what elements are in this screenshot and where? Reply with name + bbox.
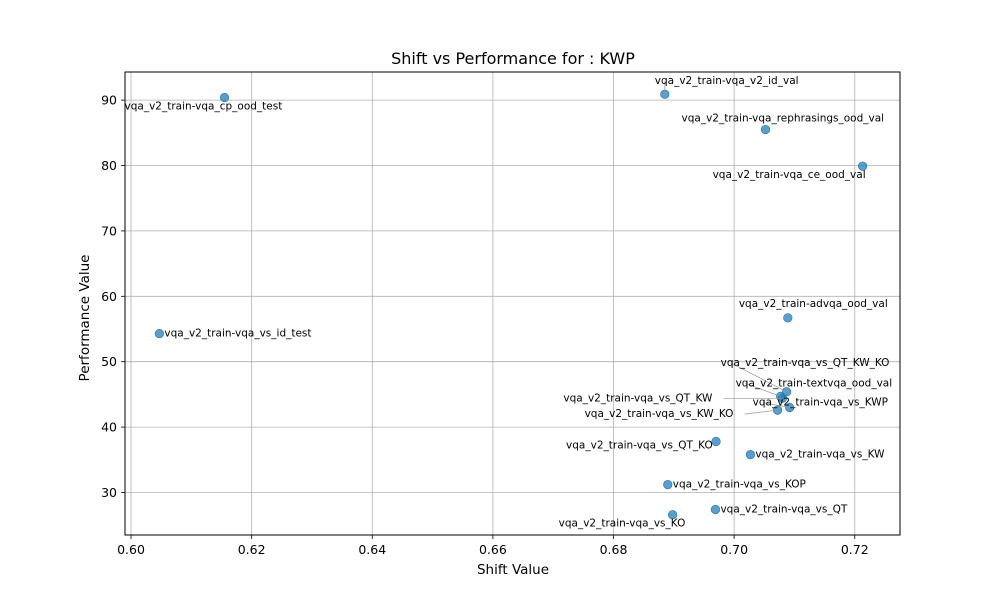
leader-line (730, 362, 787, 393)
y-tick-label: 30 (101, 485, 117, 500)
point-label: vqa_v2_train-vqa_vs_KW_KO (585, 408, 734, 420)
x-tick-label: 0.72 (841, 542, 869, 557)
data-point (711, 436, 721, 447)
x-tick-label: 0.62 (238, 542, 266, 557)
x-axis-label: Shift Value (477, 562, 549, 578)
point-label: vqa_v2_train-vqa_vs_QT_KW_KO (721, 357, 890, 369)
data-point (858, 161, 868, 171)
point-label: vqa_v2_train-vqa_vs_QT (720, 503, 847, 515)
leader-line (762, 402, 790, 408)
point-label: vqa_v2_train-vqa_vs_KWP (753, 396, 888, 408)
data-point (760, 124, 771, 135)
point-label: vqa_v2_train-vqa_vs_QT_KO (566, 439, 713, 451)
leader-line (744, 409, 778, 415)
y-tick-label: 80 (101, 158, 117, 173)
point-label: vqa_v2_train-vqa_vs_KW (755, 449, 885, 461)
point-label: vqa_v2_train-vqa_ce_ood_val (713, 169, 866, 181)
plot-area-frame (124, 71, 901, 536)
point-label: vqa_v2_train-vqa_vs_KOP (673, 479, 806, 491)
annotation-leader-lines (664, 81, 790, 415)
y-tick-label: 40 (101, 420, 117, 435)
data-point (219, 92, 230, 103)
point-label: vqa_v2_train-vqa_vs_QT_KW (563, 392, 713, 404)
leader-line (745, 383, 781, 397)
x-tick-label: 0.68 (600, 542, 628, 557)
data-points (154, 89, 868, 520)
data-point (783, 313, 793, 323)
y-axis-label: Performance Value (77, 255, 93, 382)
y-axis-ticks: 30 40 50 60 70 80 90 (101, 93, 125, 500)
y-tick-label: 60 (101, 289, 117, 304)
data-point (668, 510, 678, 520)
data-point (745, 449, 756, 460)
point-label: vqa_v2_train-vqa_cp_ood_test (125, 101, 283, 113)
y-tick-label: 50 (101, 354, 117, 369)
point-label: vqa_v2_train-advqa_ood_val (739, 298, 888, 310)
point-label: vqa_v2_train-vqa_vs_KO (559, 518, 686, 530)
x-axis-ticks: 0.60 0.62 0.64 0.66 0.68 0.70 0.72 (117, 535, 869, 557)
x-tick-label: 0.66 (479, 542, 507, 557)
data-point (710, 504, 721, 515)
grid-lines (125, 72, 900, 535)
point-label: vqa_v2_train-textvqa_ood_val (736, 377, 893, 389)
point-label: vqa_v2_train-vqa_rephrasings_ood_val (682, 113, 885, 125)
point-label: vqa_v2_train-vqa_v2_id_val (655, 75, 799, 87)
point-label: vqa_v2_train-vqa_vs_id_test (164, 328, 311, 340)
y-tick-label: 70 (101, 223, 117, 238)
y-tick-label: 90 (101, 93, 117, 108)
chart-title: Shift vs Performance for : KWP (391, 49, 635, 68)
point-annotations: vqa_v2_train-vqa_cp_ood_test vqa_v2_train… (125, 75, 893, 529)
data-point (663, 480, 673, 490)
x-tick-label: 0.70 (720, 542, 748, 557)
data-point (154, 328, 164, 339)
x-tick-label: 0.64 (358, 542, 386, 557)
x-tick-label: 0.60 (117, 542, 145, 557)
